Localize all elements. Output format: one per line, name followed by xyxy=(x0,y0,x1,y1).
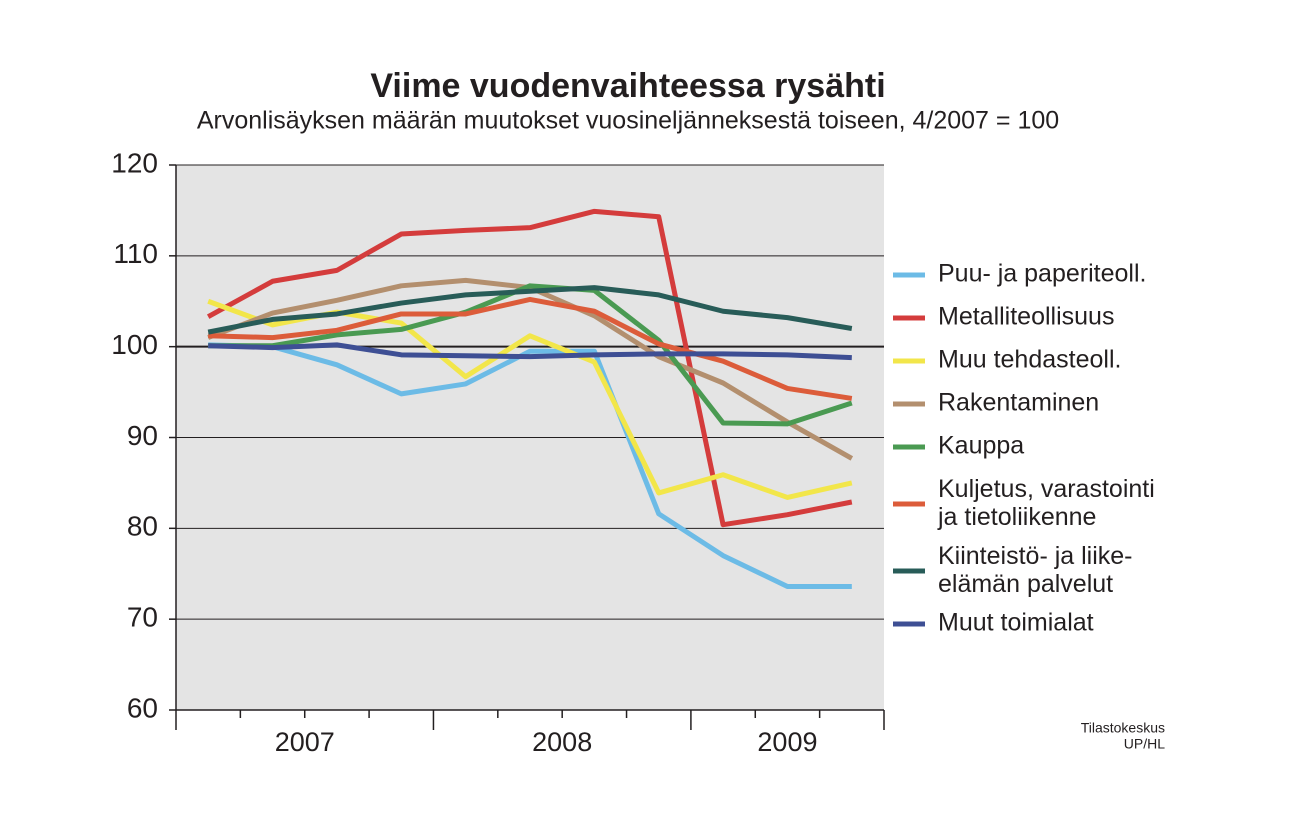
series-line xyxy=(208,342,852,361)
chart-title: Viime vuodenvaihteessa rysähti xyxy=(370,67,885,105)
chart-subtitle: Arvonlisäyksen määrän muutokset vuosinel… xyxy=(197,107,1059,135)
series-line xyxy=(207,285,853,335)
legend-label: Puu- ja paperiteoll. xyxy=(938,260,1146,288)
y-tick-label: 110 xyxy=(113,238,158,269)
series-line xyxy=(206,208,853,528)
x-group-label: 2007 xyxy=(275,727,335,757)
series-line xyxy=(208,283,853,427)
y-tick-label: 60 xyxy=(127,692,158,723)
y-tick-label: 80 xyxy=(127,511,158,542)
source: Tilastokeskus xyxy=(1081,720,1165,736)
series-line xyxy=(208,296,853,401)
y-tick-label: 70 xyxy=(127,602,158,633)
legend-label: Kiinteistö- ja liike-elämän palvelut xyxy=(938,542,1133,598)
x-group-label: 2009 xyxy=(757,727,817,757)
y-tick-label: 120 xyxy=(111,147,158,178)
legend-label: Kauppa xyxy=(938,432,1024,460)
legend-label: Metalliteollisuus xyxy=(938,303,1114,331)
source: UP/HL xyxy=(1124,736,1165,752)
y-tick-label: 100 xyxy=(111,329,158,360)
legend-label: Muut toimialat xyxy=(938,609,1094,637)
x-group-label: 2008 xyxy=(532,727,592,757)
y-tick-label: 90 xyxy=(127,420,158,451)
legend-label: Rakentaminen xyxy=(938,389,1099,417)
series-line xyxy=(208,342,852,589)
legend-label: Muu tehdasteoll. xyxy=(938,346,1121,374)
legend-label: Kuljetus, varastointi ja tietoliikenne xyxy=(937,475,1155,531)
